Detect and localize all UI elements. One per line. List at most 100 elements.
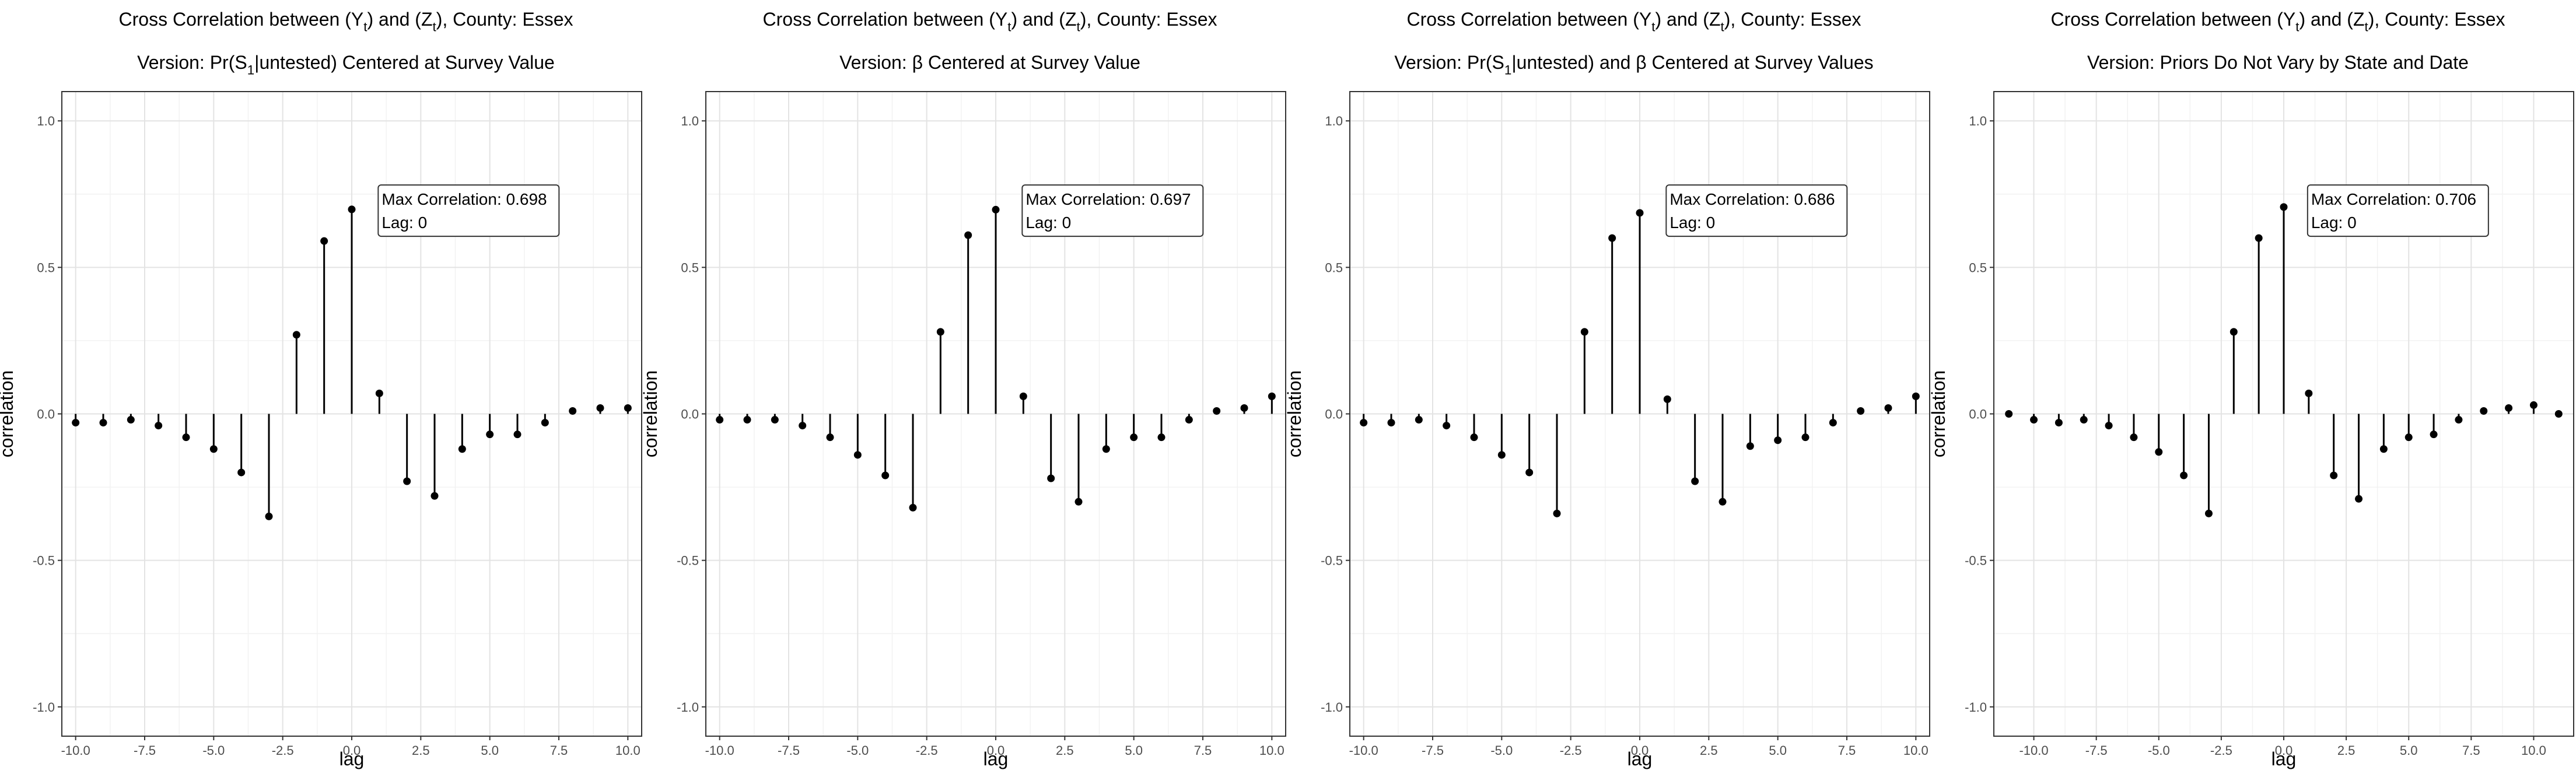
data-point: [2204, 509, 2213, 517]
text-span: ), County: Essex: [436, 9, 573, 30]
x-tick-label: 7.5: [1194, 743, 1212, 758]
text-span: ) and (Z: [2299, 9, 2364, 30]
data-point: [1019, 392, 1027, 400]
data-point: [182, 433, 190, 442]
data-point: [1553, 509, 1561, 517]
text-span: |untested) and β Centered at Survey Valu…: [1511, 52, 1873, 73]
x-tick-label: 7.5: [1838, 743, 1856, 758]
data-point: [403, 477, 411, 485]
data-point: [909, 503, 917, 512]
data-point: [2554, 410, 2563, 418]
chart-title: Cross Correlation between (Yt) and (Zt),…: [763, 9, 1217, 34]
data-point: [1774, 436, 1782, 444]
data-point: [1580, 328, 1588, 336]
data-point: [1829, 419, 1837, 427]
x-tick-label: 2.5: [1056, 743, 1074, 758]
max-correlation-label-box: [1665, 184, 1848, 237]
max-correlation-label-text: Max Correlation: 0.706: [2311, 190, 2476, 208]
subscript-text: t: [363, 20, 368, 34]
data-point: [1497, 451, 1506, 459]
x-tick-label: 2.5: [2337, 743, 2356, 758]
data-point: [2505, 404, 2513, 412]
x-axis-label: lag: [340, 748, 365, 769]
y-axis-label: correlation: [0, 370, 17, 457]
x-axis-label: lag: [2272, 748, 2297, 769]
y-axis-label: correlation: [640, 370, 661, 457]
text-span: |untested) Centered at Survey Value: [254, 52, 555, 73]
data-point: [2105, 422, 2113, 430]
subscript-text: t: [1007, 20, 1012, 34]
y-tick-label: -1.0: [1965, 700, 1987, 715]
data-point: [72, 419, 80, 427]
data-point: [513, 430, 522, 439]
data-point: [881, 471, 890, 480]
x-tick-label: 0.0: [343, 743, 361, 758]
chart-title: Cross Correlation between (Yt) and (Zt),…: [1407, 9, 1861, 34]
data-point: [1213, 407, 1221, 415]
text-span: Version: Pr(S: [1394, 52, 1504, 73]
text-span: Version: β Centered at Survey Value: [839, 52, 1140, 73]
y-tick-label: 1.0: [37, 114, 55, 128]
x-tick-label: -2.5: [916, 743, 938, 758]
text-span: Version: Priors Do Not Vary by State and…: [2087, 52, 2469, 73]
max-correlation-label-text: Max Correlation: 0.697: [1026, 190, 1191, 208]
max-correlation-label-text: Lag: 0: [2311, 214, 2357, 232]
y-tick-label: 0.0: [1969, 407, 1987, 422]
data-point: [209, 445, 218, 453]
data-point: [1691, 477, 1699, 485]
x-tick-label: 10.0: [2521, 743, 2546, 758]
data-point: [127, 416, 135, 424]
data-point: [458, 445, 466, 453]
chart-subtitle: Version: Pr(S1|untested) and β Centered …: [1394, 52, 1873, 78]
x-tick-label: -7.5: [778, 743, 800, 758]
data-point: [1525, 468, 1534, 477]
x-tick-label: 0.0: [1631, 743, 1649, 758]
x-tick-label: 0.0: [2275, 743, 2293, 758]
data-point: [1360, 419, 1368, 427]
data-point: [2030, 416, 2038, 424]
y-tick-label: -1.0: [33, 700, 55, 715]
x-tick-label: -2.5: [2210, 743, 2232, 758]
data-point: [1636, 209, 1644, 217]
max-correlation-label-text: Lag: 0: [1670, 214, 1715, 232]
data-point: [1470, 433, 1478, 442]
max-correlation-label-box: [2306, 184, 2489, 237]
x-tick-label: 7.5: [2462, 743, 2480, 758]
x-tick-label: 2.5: [1700, 743, 1718, 758]
y-tick-label: 0.5: [37, 260, 55, 275]
x-tick-label: -10.0: [61, 743, 90, 758]
data-point: [1387, 419, 1395, 427]
y-tick-label: -0.5: [677, 554, 699, 568]
data-point: [964, 231, 972, 239]
data-point: [2455, 416, 2463, 424]
x-tick-label: -7.5: [134, 743, 156, 758]
text-span: ), County: Essex: [1724, 9, 1861, 30]
x-tick-label: 0.0: [987, 743, 1005, 758]
subscript-text: t: [2365, 20, 2369, 34]
data-point: [2404, 433, 2413, 442]
data-point: [99, 419, 107, 427]
chart-subtitle: Version: β Centered at Survey Value: [839, 52, 1140, 73]
data-point: [292, 331, 300, 339]
x-tick-label: 5.0: [1125, 743, 1143, 758]
y-tick-label: -1.0: [677, 700, 699, 715]
data-point: [2230, 328, 2238, 336]
data-point: [853, 451, 862, 459]
data-point: [1047, 474, 1055, 482]
data-point: [2130, 433, 2138, 442]
data-point: [2155, 448, 2163, 456]
data-point: [1884, 404, 1892, 412]
data-point: [936, 328, 944, 336]
y-tick-label: 0.5: [1969, 260, 1987, 275]
data-point: [237, 468, 246, 477]
x-tick-label: 10.0: [1903, 743, 1929, 758]
x-tick-label: -5.0: [1490, 743, 1513, 758]
data-point: [265, 512, 273, 520]
max-correlation-label-box: [1021, 184, 1204, 237]
chart-title: Cross Correlation between (Yt) and (Zt),…: [119, 9, 573, 34]
chart-panel-4: Cross Correlation between (Yt) and (Zt),…: [1928, 9, 2574, 769]
y-tick-label: -0.5: [33, 554, 55, 568]
x-tick-label: -2.5: [272, 743, 294, 758]
subscript-text: t: [1651, 20, 1656, 34]
max-correlation-label-text: Max Correlation: 0.686: [1670, 190, 1835, 208]
